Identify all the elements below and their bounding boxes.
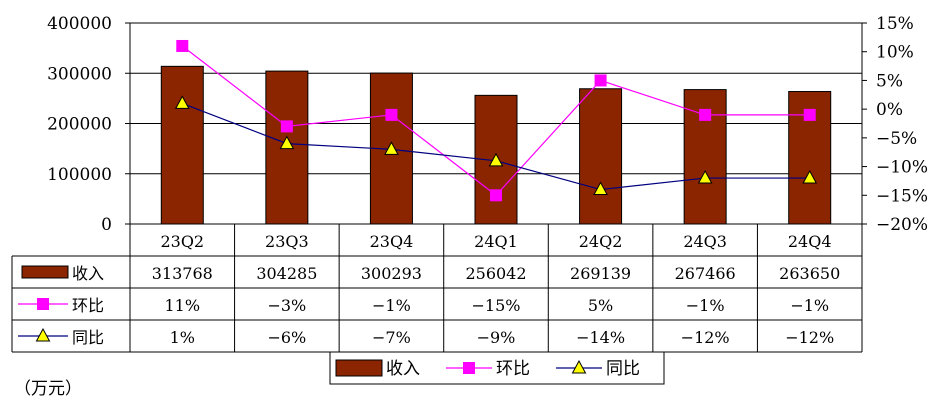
- table-value: −1%: [790, 296, 829, 315]
- legend-key-square: [463, 362, 475, 374]
- triangle-marker: [802, 170, 818, 184]
- table-value: −3%: [267, 296, 306, 315]
- y-right-tick-label: 0%: [876, 100, 903, 120]
- bar: [579, 88, 623, 225]
- y-right-tick-label: 15%: [876, 14, 914, 34]
- square-marker: [490, 189, 502, 202]
- triangle-marker: [593, 181, 608, 196]
- table-value: −9%: [477, 328, 516, 347]
- y-right-tick-label: 5%: [876, 71, 903, 91]
- table-value: 5%: [588, 296, 613, 315]
- table-value: −12%: [681, 328, 730, 347]
- y-left-tick-label: 200000: [47, 115, 112, 135]
- square-marker: [385, 108, 398, 121]
- table-value: −6%: [267, 328, 306, 347]
- table-value: −1%: [686, 296, 725, 315]
- square-marker: [176, 39, 189, 52]
- y-left-tick-label: 0: [101, 215, 112, 235]
- bar: [160, 65, 204, 225]
- triangle-marker: [488, 152, 504, 167]
- table-value: −12%: [785, 328, 834, 347]
- y-right-tick-label: −15%: [876, 186, 928, 206]
- square-marker: [594, 74, 607, 87]
- table-value: 313768: [152, 264, 213, 283]
- row-key-bar: [21, 265, 69, 279]
- table-value: 267466: [675, 264, 736, 283]
- table-value: 300293: [361, 264, 422, 283]
- row-series-name: 收入: [72, 264, 104, 283]
- triangle-marker: [279, 135, 295, 150]
- y-right-tick-label: −20%: [876, 215, 928, 235]
- table-value: 256042: [465, 264, 526, 283]
- legend-key-triangle: [571, 359, 587, 374]
- x-category-label: 24Q4: [788, 232, 832, 251]
- table-value: −7%: [372, 328, 411, 347]
- table-value: 304285: [256, 264, 317, 283]
- legend-label: 环比: [496, 359, 530, 379]
- legend: 收入 环比 同比: [329, 351, 665, 385]
- triangle-marker: [174, 95, 190, 109]
- table-value: −14%: [576, 328, 625, 347]
- bar-series: [160, 65, 832, 225]
- x-category-label: 24Q3: [683, 232, 727, 251]
- data-table: 23Q2 23Q3 23Q4 24Q1 24Q2 24Q3 24Q4 收入 313768 3042…: [11, 223, 862, 353]
- row-series-name: 环比: [72, 296, 104, 315]
- row-key-square: [37, 298, 49, 310]
- y-left-tick-label: 300000: [47, 64, 112, 84]
- x-category-label: 24Q2: [579, 232, 623, 251]
- table-value: 1%: [170, 328, 195, 347]
- y-right-tick-label: −5%: [876, 129, 917, 149]
- axes: 0 100000 200000 300000 400000 15% 10% 5% 0% −5% −1…: [47, 14, 928, 352]
- y-right-tick-label: 10%: [876, 43, 914, 63]
- unit-label: （万元）: [14, 379, 82, 399]
- legend-label: 收入: [386, 359, 420, 379]
- triangle-marker: [384, 141, 399, 155]
- row-key-triangle: [35, 327, 51, 342]
- x-category-label: 24Q1: [474, 232, 518, 251]
- bar: [683, 89, 727, 225]
- table-value: 269139: [570, 264, 631, 283]
- square-marker: [280, 120, 293, 133]
- y-left-tick-label: 400000: [47, 14, 112, 34]
- table-value: 11%: [165, 296, 201, 315]
- row-series-name: 同比: [72, 328, 104, 347]
- x-category-label: 23Q2: [160, 232, 204, 251]
- table-value: −15%: [472, 296, 521, 315]
- legend-label: 同比: [606, 359, 640, 379]
- table-value: −1%: [372, 296, 411, 315]
- table-value: 263650: [779, 264, 840, 283]
- square-marker: [699, 108, 712, 121]
- triangle-marker: [697, 170, 713, 184]
- line-series: [174, 39, 818, 202]
- x-category-label: 23Q4: [370, 232, 414, 251]
- y-right-tick-label: −10%: [876, 158, 928, 178]
- legend-box: [329, 351, 665, 385]
- x-category-label: 23Q3: [265, 232, 309, 251]
- square-marker: [803, 108, 816, 121]
- legend-key-bar: [335, 359, 383, 377]
- y-left-tick-label: 100000: [47, 165, 112, 185]
